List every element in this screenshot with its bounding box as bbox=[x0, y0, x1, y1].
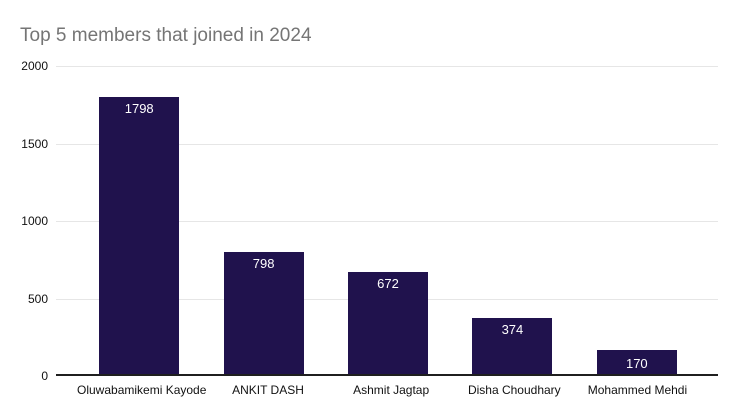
x-category-label: Oluwabamikemi Kayode bbox=[77, 383, 207, 397]
x-category-label: ANKIT DASH bbox=[232, 383, 304, 397]
gridline bbox=[56, 221, 718, 222]
bars-group: 1798 798 672 374 170 bbox=[77, 66, 699, 376]
x-axis-labels: Oluwabamikemi Kayode ANKIT DASH Ashmit Jag… bbox=[77, 383, 699, 397]
bar-value-label: 798 bbox=[252, 256, 275, 271]
bar-value-label: 1798 bbox=[124, 101, 154, 116]
chart-title: Top 5 members that joined in 2024 bbox=[20, 25, 312, 46]
gridline bbox=[56, 66, 718, 67]
x-category-label: Ashmit Jagtap bbox=[353, 383, 430, 397]
x-category-label: Mohammed Mehdi bbox=[587, 383, 688, 397]
plot-area: 0 500 1000 1500 2000 1798 798 672 374 170 Oluwab… bbox=[21, 59, 718, 397]
y-tick-label: 1000 bbox=[21, 214, 48, 228]
bar: 1798 bbox=[99, 97, 180, 376]
bar: 374 bbox=[472, 318, 553, 376]
bar-slot: 170 bbox=[575, 66, 699, 376]
bar: 170 bbox=[596, 350, 677, 376]
y-tick-label: 2000 bbox=[21, 59, 48, 73]
x-axis-baseline bbox=[56, 374, 718, 376]
y-tick-label: 500 bbox=[27, 292, 48, 306]
bar-slot: 1798 bbox=[77, 66, 201, 376]
bar-slot: 672 bbox=[326, 66, 450, 376]
gridline bbox=[56, 144, 718, 145]
bar-value-label: 672 bbox=[377, 276, 399, 291]
bar-slot: 798 bbox=[201, 66, 325, 376]
bar-value-label: 170 bbox=[625, 355, 648, 371]
x-category-label: Disha Choudhary bbox=[467, 383, 561, 397]
bar: 798 bbox=[223, 252, 304, 376]
bar-value-label: 374 bbox=[501, 322, 524, 337]
y-tick-label: 1500 bbox=[21, 137, 48, 151]
y-tick-label: 0 bbox=[41, 369, 48, 383]
bar: 672 bbox=[348, 272, 429, 376]
bar-slot: 374 bbox=[450, 66, 574, 376]
